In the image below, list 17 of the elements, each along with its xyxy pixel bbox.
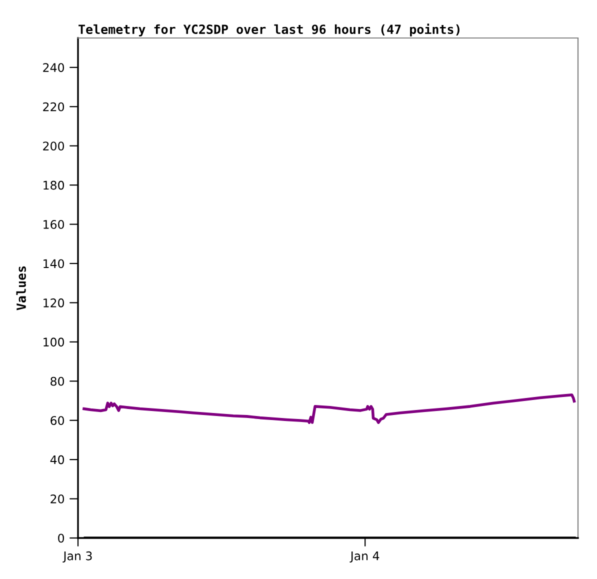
y-axis-title: Values: [16, 266, 26, 310]
y-tick-label: 100: [44, 338, 64, 347]
x-tick-label: Jan 4: [350, 552, 380, 563]
y-tick-label: 40: [50, 455, 64, 464]
y-tick-label: 200: [43, 142, 64, 150]
y-tick-label: 20: [50, 494, 64, 504]
y-tick-label: 220: [43, 102, 64, 112]
y-tick-label: 180: [44, 180, 64, 190]
y-tick-label: 80: [50, 376, 64, 386]
x-tick-label: Jan 3: [62, 551, 92, 563]
y-tick-label: 120: [44, 298, 64, 308]
y-tick-label: 0: [58, 534, 64, 543]
y-tick-label: 160: [44, 220, 64, 229]
y-tick-label: 60: [50, 416, 64, 426]
chart-title: Telemetry for YC2SDP over last 96 hours (47 points): [78, 24, 460, 36]
y-tick-label: 240: [43, 63, 64, 72]
y-tick-label: 140: [44, 259, 64, 268]
